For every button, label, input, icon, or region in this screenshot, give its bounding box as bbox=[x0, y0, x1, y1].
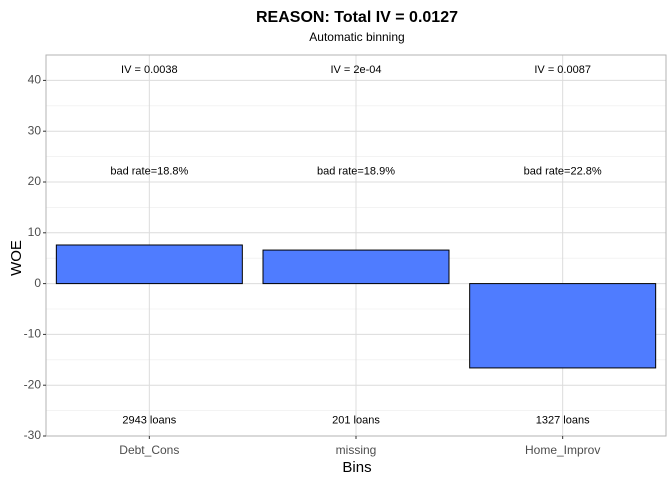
x-axis: Debt_Cons missing Home_Improv bbox=[119, 436, 600, 457]
bars bbox=[55, 244, 657, 369]
y-tick-label: 0 bbox=[34, 276, 41, 290]
bad-rate-label: bad rate=18.8% bbox=[110, 166, 188, 178]
bar-home-improv bbox=[469, 283, 657, 369]
count-label: 2943 loans bbox=[122, 415, 176, 427]
iv-label: IV = 0.0038 bbox=[121, 64, 178, 76]
x-axis-title: Bins bbox=[342, 459, 371, 476]
y-axis-title: WOE bbox=[8, 240, 25, 276]
iv-label: IV = 0.0087 bbox=[534, 64, 591, 76]
annotations: IV = 0.0038 IV = 2e-04 IV = 0.0087 bad rate… bbox=[110, 64, 602, 427]
chart-subtitle: Automatic binning bbox=[309, 30, 404, 44]
x-tick-label: Debt_Cons bbox=[119, 443, 179, 457]
y-tick-label: 20 bbox=[28, 174, 42, 188]
bar-missing bbox=[262, 249, 450, 285]
y-tick-label: 40 bbox=[28, 73, 42, 87]
chart-title: REASON: Total IV = 0.0127 bbox=[256, 9, 458, 26]
bad-rate-label: bad rate=22.8% bbox=[524, 166, 602, 178]
x-tick-label: missing bbox=[336, 443, 377, 457]
count-label: 1327 loans bbox=[536, 415, 590, 427]
y-tick-label: -30 bbox=[24, 428, 42, 442]
y-tick-label: -10 bbox=[24, 327, 42, 341]
y-tick-label: 30 bbox=[28, 123, 42, 137]
count-label: 201 loans bbox=[332, 415, 380, 427]
y-axis: -30 -20 -10 0 10 20 30 40 bbox=[24, 73, 46, 442]
x-tick-label: Home_Improv bbox=[525, 443, 600, 457]
y-tick-label: -20 bbox=[24, 377, 42, 391]
iv-label: IV = 2e-04 bbox=[330, 64, 381, 76]
bad-rate-label: bad rate=18.9% bbox=[317, 166, 395, 178]
y-tick-label: 10 bbox=[28, 225, 42, 239]
bar-debt-cons bbox=[55, 244, 243, 285]
